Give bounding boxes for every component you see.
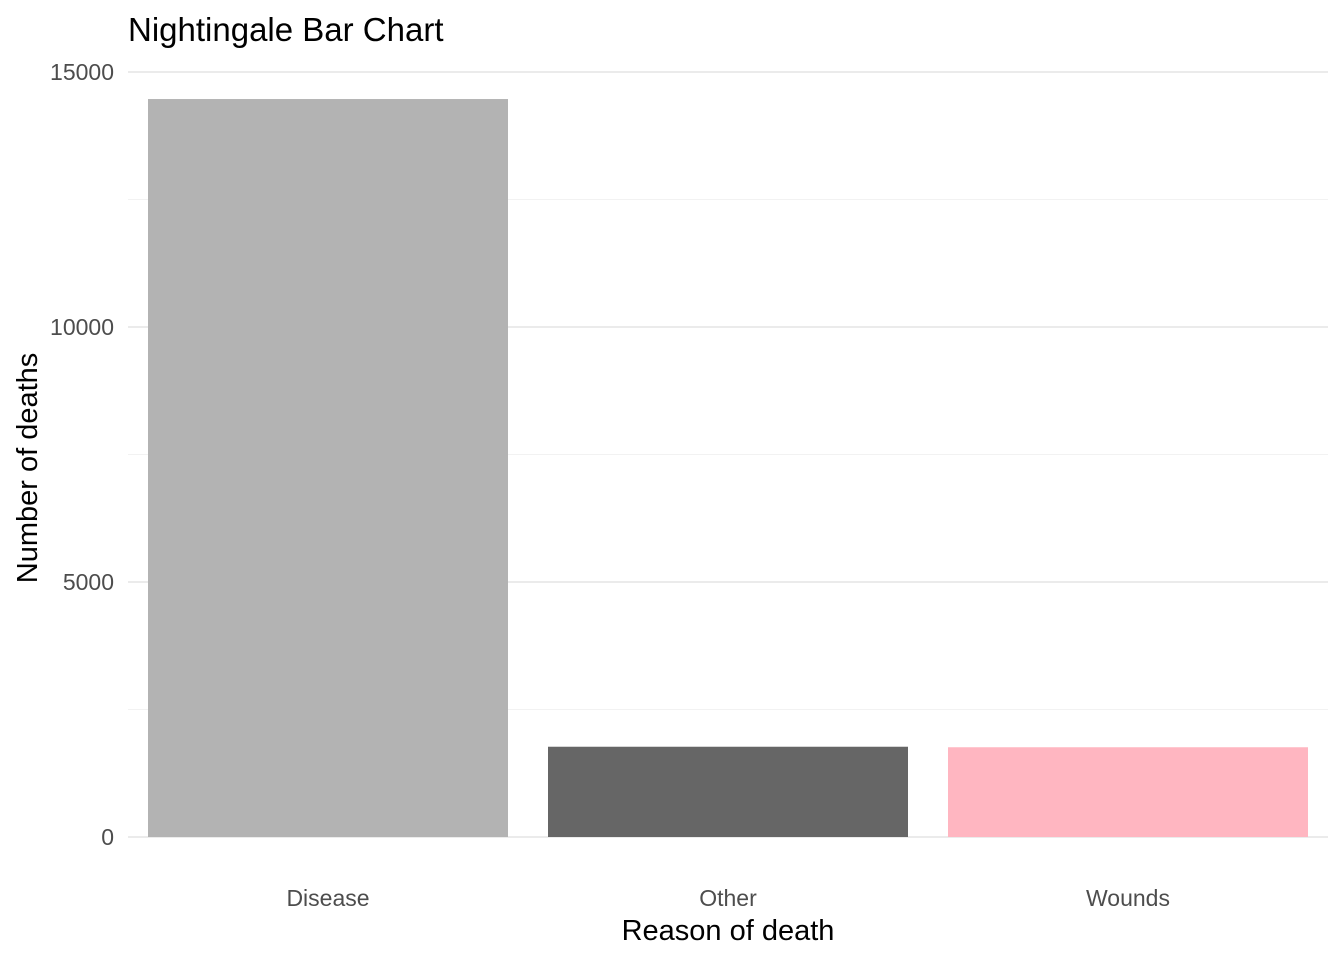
x-axis-ticks: Disease Other Wounds bbox=[286, 885, 1170, 911]
y-tick-label: 5000 bbox=[63, 569, 114, 595]
y-axis-title: Number of deaths bbox=[12, 353, 44, 584]
x-tick-label: Wounds bbox=[1086, 885, 1170, 911]
chart-title: Nightingale Bar Chart bbox=[128, 11, 444, 48]
y-tick-label: 15000 bbox=[50, 59, 114, 85]
bar-disease bbox=[148, 99, 508, 837]
y-axis-ticks: 0 5000 10000 15000 bbox=[50, 59, 114, 850]
bar-wounds bbox=[948, 747, 1308, 837]
bars bbox=[148, 99, 1308, 837]
bar-other bbox=[548, 746, 908, 837]
x-axis-title: Reason of death bbox=[622, 915, 835, 947]
y-tick-label: 0 bbox=[101, 824, 114, 850]
x-tick-label: Disease bbox=[286, 885, 369, 911]
y-tick-label: 10000 bbox=[50, 314, 114, 340]
x-tick-label: Other bbox=[699, 885, 757, 911]
